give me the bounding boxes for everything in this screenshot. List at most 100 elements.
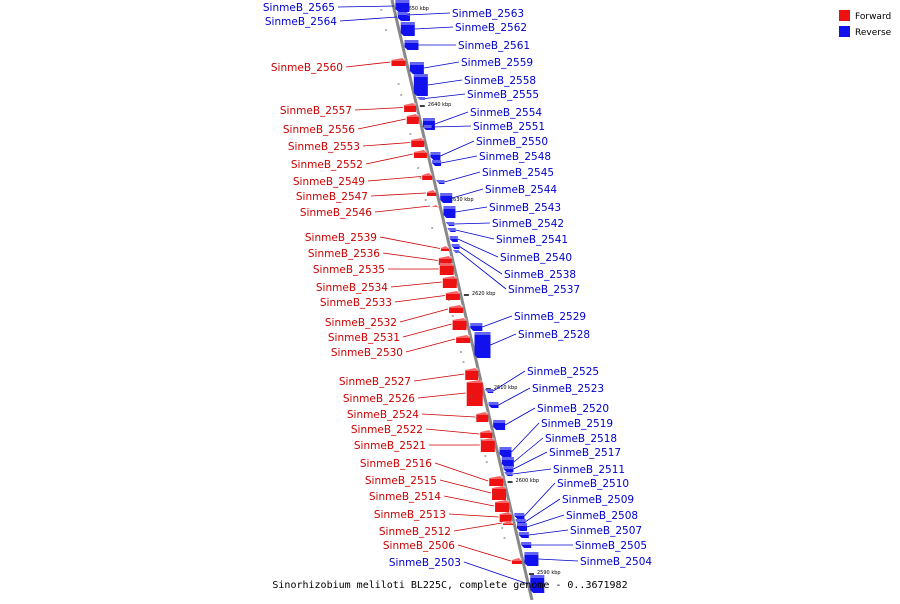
gene-label-reverse[interactable]: SinmeB_2548 [479, 151, 551, 163]
gene-label-reverse[interactable]: SinmeB_2510 [557, 478, 629, 490]
gene-label-reverse[interactable]: SinmeB_2519 [541, 418, 613, 430]
gene-highlight [400, 22, 415, 25]
gene-label-reverse[interactable]: SinmeB_2545 [482, 167, 554, 179]
label-leader [339, 16, 398, 22]
gene-body [476, 412, 489, 422]
gene-label-forward[interactable]: SinmeB_2546 [300, 207, 372, 219]
gene-label-reverse[interactable]: SinmeB_2507 [570, 525, 642, 537]
gene-body [436, 180, 445, 184]
gene-label-forward[interactable]: SinmeB_2533 [320, 297, 392, 309]
gene-label-reverse[interactable]: SinmeB_2518 [545, 433, 617, 445]
gene-label-forward[interactable]: SinmeB_2527 [339, 376, 411, 388]
gene-label-reverse[interactable]: SinmeB_2505 [575, 540, 647, 552]
gene-label-reverse[interactable]: SinmeB_2504 [580, 556, 652, 568]
gene-label-reverse[interactable]: SinmeB_2520 [537, 403, 609, 415]
gene-highlight [514, 513, 525, 516]
label-leader [434, 462, 489, 482]
gene-label-forward[interactable]: SinmeB_2506 [383, 540, 455, 552]
label-leader [504, 407, 536, 426]
gene-label-reverse[interactable]: SinmeB_2561 [458, 40, 530, 52]
gene-label-forward[interactable]: SinmeB_2557 [280, 105, 352, 117]
label-leader [413, 373, 465, 382]
gene-body [397, 12, 408, 18]
gene-label-forward[interactable]: SinmeB_2515 [365, 475, 437, 487]
gene-label-forward[interactable]: SinmeB_2521 [354, 440, 426, 452]
gene-label-reverse[interactable]: SinmeB_2551 [473, 121, 545, 133]
gene-label-reverse[interactable]: SinmeB_2537 [508, 284, 580, 296]
gene-highlight [436, 180, 445, 183]
scale-tick-label: 2590 kbp [537, 570, 561, 576]
gene-label-reverse[interactable]: SinmeB_2509 [562, 494, 634, 506]
gene-body [501, 457, 514, 467]
forward-gene [466, 380, 483, 406]
gene-label-forward[interactable]: SinmeB_2534 [316, 282, 388, 294]
gene-label-reverse[interactable]: SinmeB_2503 [389, 557, 461, 569]
scale-tick-label: 2650 kbp [405, 6, 429, 12]
gene-body [404, 103, 417, 112]
gene-label-reverse[interactable]: SinmeB_2558 [464, 75, 536, 87]
gene-label-reverse[interactable]: SinmeB_2517 [549, 447, 621, 459]
label-leader [457, 544, 512, 562]
gene-label-forward[interactable]: SinmeB_2549 [293, 176, 365, 188]
gene-highlight [485, 389, 494, 392]
label-leader [454, 222, 491, 225]
gene-label-forward[interactable]: SinmeB_2553 [288, 141, 360, 153]
gene-label-reverse[interactable]: SinmeB_2550 [476, 136, 548, 148]
gene-label-forward[interactable]: SinmeB_2513 [374, 509, 446, 521]
gene-label-forward[interactable]: SinmeB_2522 [351, 424, 423, 436]
gene-highlight [445, 291, 460, 294]
label-leader [367, 176, 422, 182]
label-leader [337, 5, 395, 8]
gene-label-reverse[interactable]: SinmeB_2541 [496, 234, 568, 246]
gene-label-forward[interactable]: SinmeB_2530 [331, 347, 403, 359]
gene-label-reverse[interactable]: SinmeB_2538 [504, 269, 576, 281]
gene-label-forward[interactable]: SinmeB_2516 [360, 458, 432, 470]
gene-label-forward[interactable]: SinmeB_2535 [313, 264, 385, 276]
gene-label-reverse[interactable]: SinmeB_2544 [485, 184, 557, 196]
gene-label-forward[interactable]: SinmeB_2536 [308, 248, 380, 260]
gene-label-reverse[interactable]: SinmeB_2540 [500, 252, 572, 264]
gene-label-forward[interactable]: SinmeB_2547 [296, 191, 368, 203]
gene-body [530, 575, 545, 593]
gene-label-reverse[interactable]: SinmeB_2563 [452, 8, 524, 20]
gene-label-forward[interactable]: SinmeB_2526 [343, 393, 415, 405]
gene-label-forward[interactable]: SinmeB_2556 [283, 124, 355, 136]
gene-label-forward[interactable]: SinmeB_2552 [291, 159, 363, 171]
gene-label-reverse[interactable]: SinmeB_2555 [467, 89, 539, 101]
gene-label-reverse[interactable]: SinmeB_2565 [263, 2, 335, 14]
reverse-gene [503, 466, 514, 472]
gene-label-reverse[interactable]: SinmeB_2564 [265, 16, 337, 28]
gene-body [439, 263, 454, 275]
gene-label-reverse[interactable]: SinmeB_2562 [455, 22, 527, 34]
scale-tick-label: 2640 kbp [428, 102, 452, 108]
scale-tick-label: 2610 kbp [494, 385, 518, 391]
gene-label-reverse[interactable]: SinmeB_2511 [553, 464, 625, 476]
gene-label-reverse[interactable]: SinmeB_2543 [489, 202, 561, 214]
forward-gene [489, 476, 504, 486]
gene-label-forward[interactable]: SinmeB_2560 [271, 62, 343, 74]
gene-label-forward[interactable]: SinmeB_2512 [379, 526, 451, 538]
gene-label-reverse[interactable]: SinmeB_2542 [492, 218, 564, 230]
label-leader [455, 206, 488, 213]
reverse-gene [395, 0, 410, 12]
gene-label-reverse[interactable]: SinmeB_2529 [514, 311, 586, 323]
gene-label-forward[interactable]: SinmeB_2514 [369, 491, 441, 503]
gene-label-forward[interactable]: SinmeB_2524 [347, 409, 419, 421]
gene-label-forward[interactable]: SinmeB_2531 [328, 332, 400, 344]
reverse-gene [413, 74, 428, 96]
label-leader [414, 26, 454, 30]
reverse-gene [504, 472, 513, 476]
gene-label-reverse[interactable]: SinmeB_2525 [527, 366, 599, 378]
reverse-gene [447, 228, 456, 232]
gene-label-reverse[interactable]: SinmeB_2523 [532, 383, 604, 395]
gene-label-reverse[interactable]: SinmeB_2528 [518, 329, 590, 341]
gene-label-reverse[interactable]: SinmeB_2508 [566, 510, 638, 522]
gene-label-forward[interactable]: SinmeB_2539 [305, 232, 377, 244]
label-leader [528, 529, 569, 536]
gene-body [466, 380, 483, 406]
gene-label-reverse[interactable]: SinmeB_2559 [461, 57, 533, 69]
gene-label-forward[interactable]: SinmeB_2532 [325, 317, 397, 329]
gene-body [493, 420, 506, 430]
gene-label-reverse[interactable]: SinmeB_2554 [470, 107, 542, 119]
gene-highlight [504, 472, 513, 475]
